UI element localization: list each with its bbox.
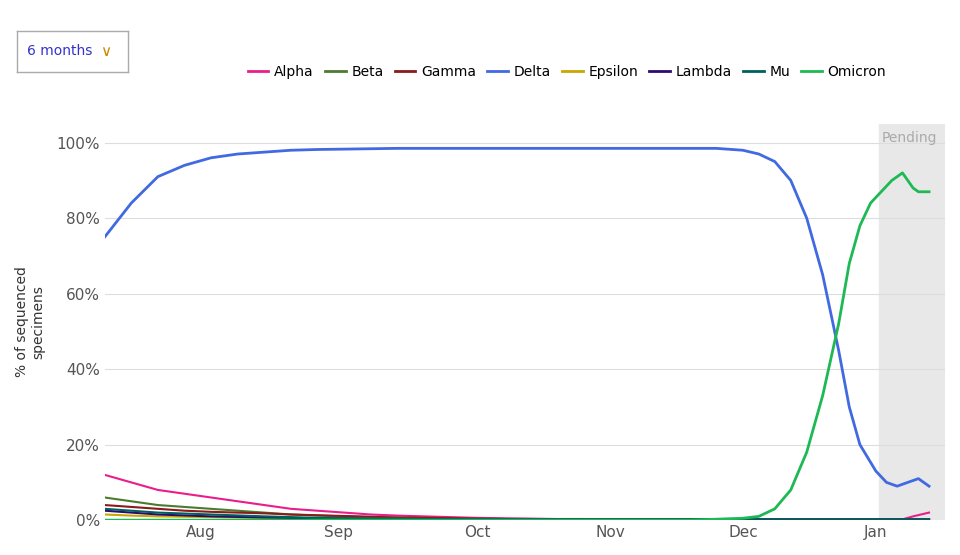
Bar: [878, 124, 945, 520]
Legend: Alpha, Beta, Gamma, Delta, Epsilon, Lambda, Mu, Omicron: Alpha, Beta, Gamma, Delta, Epsilon, Lamb…: [242, 59, 892, 84]
Text: ∨: ∨: [100, 44, 111, 59]
Text: Pending: Pending: [881, 132, 937, 145]
Y-axis label: % of sequenced
specimens: % of sequenced specimens: [15, 266, 45, 377]
Text: 6 months: 6 months: [27, 44, 92, 58]
